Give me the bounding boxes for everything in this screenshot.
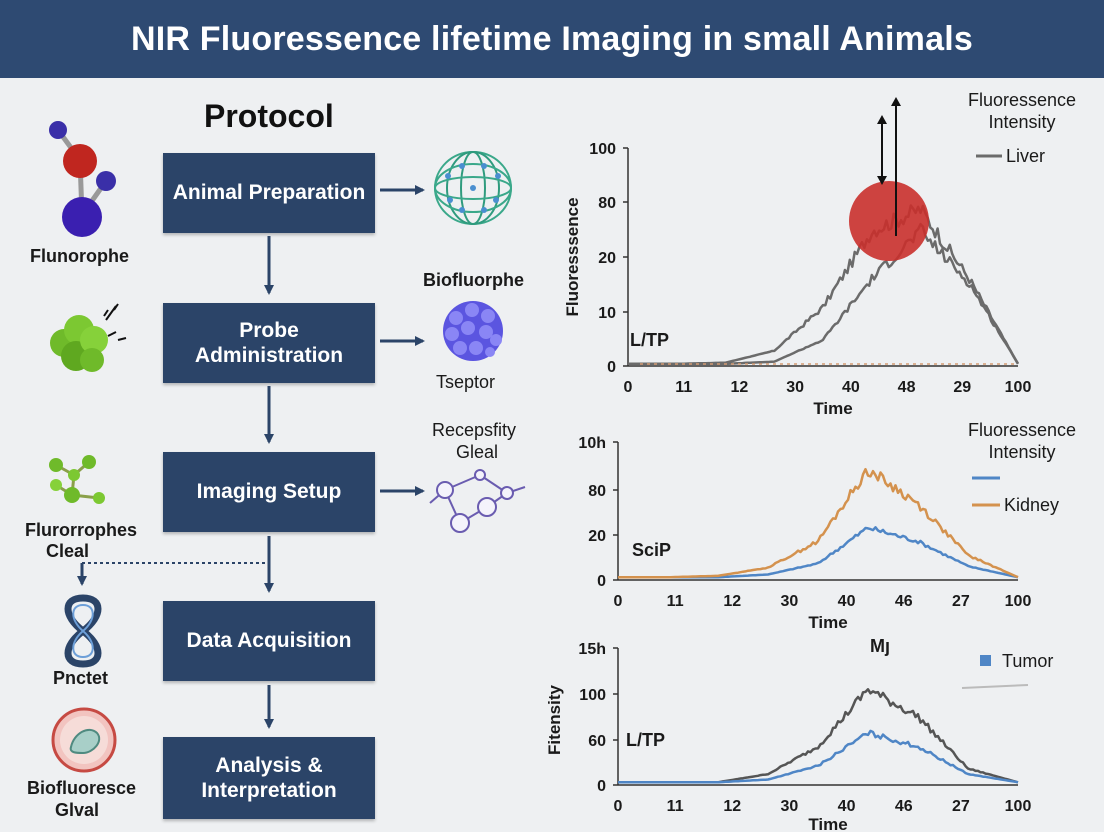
double-arrow-head-bottom: [877, 176, 887, 185]
label-glval: Glval: [55, 800, 100, 820]
chart-2: 0 20 80 10h 0 11 12 30 40 46 27 100 Time SciP: [578, 435, 1031, 632]
legend-label-tumor: Tumor: [1002, 651, 1053, 671]
legend-title-line2: Intensity: [988, 112, 1055, 132]
x-tick-label: 27: [952, 593, 970, 610]
receptor-network-icon: [429, 469, 526, 533]
x-tick-label: 100: [1005, 379, 1032, 396]
label-flurorrophes: Flurorrophes: [25, 520, 138, 540]
protocol-title: Protocol: [204, 98, 334, 134]
y-tick-label: 0: [607, 359, 616, 376]
y-tick-label: 100: [579, 687, 606, 704]
x-tick-label: 11: [667, 593, 684, 610]
legend-title-line2: Intensity: [988, 442, 1055, 462]
x-tick-label: 46: [895, 798, 913, 815]
x-tick-label: 30: [781, 593, 799, 610]
y-tick-label: 80: [598, 195, 616, 212]
y-tick-label: 20: [588, 528, 606, 545]
label-recepsfity: Recepsfity: [432, 420, 517, 440]
x-tick-label: 100: [1005, 798, 1032, 815]
legend-swatch-tumor: [980, 655, 991, 666]
chart-annotation: L/TP: [626, 730, 665, 750]
legend-label-kidney: Kidney: [1004, 495, 1059, 515]
step-analysis-interpretation: Analysis & Interpretation: [163, 737, 375, 819]
series-line-series-2: [628, 222, 1020, 366]
y-tick-label: 80: [588, 483, 606, 500]
green-network-icon: [49, 455, 105, 504]
blue-sphere-icon: [443, 301, 503, 361]
x-tick-label: 40: [838, 593, 856, 610]
legend-label-liver: Liver: [1006, 146, 1045, 166]
legend-title-line1: Fluoressence: [968, 90, 1076, 110]
y-axis-label: Fitensity: [545, 685, 564, 755]
hotspot-marker: [849, 181, 929, 261]
step-animal-preparation: Animal Preparation: [163, 153, 375, 233]
series-line-series-1: [618, 526, 1019, 579]
y-tick-label: 20: [598, 250, 616, 267]
nanoparticle-mesh-icon: [434, 151, 512, 225]
up-arrow-head: [891, 97, 901, 106]
x-tick-label: 0: [614, 798, 623, 815]
green-cluster-icon: [50, 303, 127, 372]
x-tick-label: 40: [838, 798, 856, 815]
legend-decor-line: [961, 684, 1029, 689]
chart-3-title: Mȷ: [870, 636, 890, 656]
label-tseptor: Tseptor: [436, 372, 496, 392]
y-tick-label: 15h: [578, 641, 606, 658]
x-tick-label: 40: [842, 379, 860, 396]
double-arrow-head-top: [877, 115, 887, 124]
step-imaging-setup: Imaging Setup: [163, 452, 375, 532]
y-tick-label: 60: [588, 733, 606, 750]
title-banner: NIR Fluoressence lifetime Imaging in sma…: [0, 0, 1104, 78]
label-pnctet: Pnctet: [53, 668, 109, 688]
y-axis-label: Fluoresssence: [563, 197, 582, 316]
x-tick-label: 30: [786, 379, 804, 396]
x-tick-label: 0: [614, 593, 623, 610]
label-biofluoresce: Biofluoresce: [27, 778, 137, 798]
chart-annotation: SciP: [632, 540, 671, 560]
y-tick-label: 0: [597, 778, 606, 795]
chart-3: 0 60 100 15h 0 11 12 30 40 46 27 100 Time Fitensity L/…: [545, 641, 1031, 832]
series-line-kidney: [618, 467, 1019, 579]
x-tick-label: 46: [895, 593, 913, 610]
series-line-tumor: [618, 729, 1019, 784]
x-tick-label: 12: [723, 798, 741, 815]
x-axis-label: Time: [808, 613, 847, 632]
x-tick-label: 29: [953, 379, 971, 396]
label-biofluorphe: Biofluorphe: [423, 270, 524, 290]
x-tick-label: 30: [781, 798, 799, 815]
chart-annotation: L/TP: [630, 330, 669, 350]
label-cleal: Cleal: [46, 541, 90, 561]
fluorophe-molecule-icon: [49, 121, 116, 237]
label-flunorophe: Flunorophe: [30, 246, 129, 266]
loop-probe-icon: [64, 594, 102, 668]
x-axis-label: Time: [813, 399, 852, 418]
x-tick-label: 11: [675, 379, 692, 396]
cell-icon: [51, 707, 117, 773]
y-tick-label: 10h: [578, 435, 606, 452]
x-tick-label: 48: [898, 379, 916, 396]
x-tick-label: 12: [731, 379, 749, 396]
y-tick-label: 100: [589, 141, 616, 158]
x-tick-label: 100: [1005, 593, 1032, 610]
x-tick-label: 11: [667, 798, 684, 815]
page-title: NIR Fluoressence lifetime Imaging in sma…: [131, 19, 973, 58]
chart-3-legend: Mȷ Tumor: [870, 636, 1053, 689]
chart-1: 0 10 20 80 100 0 11 12 30 40 48 29 100 Time Fluoressse…: [563, 141, 1031, 418]
x-tick-label: 0: [624, 379, 633, 396]
x-axis-label: Time: [808, 815, 847, 832]
legend-title-line1: Fluoressence: [968, 420, 1076, 440]
y-tick-label: 0: [597, 573, 606, 590]
x-tick-label: 12: [723, 593, 741, 610]
label-gleal: Gleal: [456, 442, 499, 462]
y-tick-label: 10: [598, 305, 616, 322]
step-data-acquisition: Data Acquisition: [163, 601, 375, 681]
x-tick-label: 27: [952, 798, 970, 815]
step-probe-administration: Probe Administration: [163, 303, 375, 383]
